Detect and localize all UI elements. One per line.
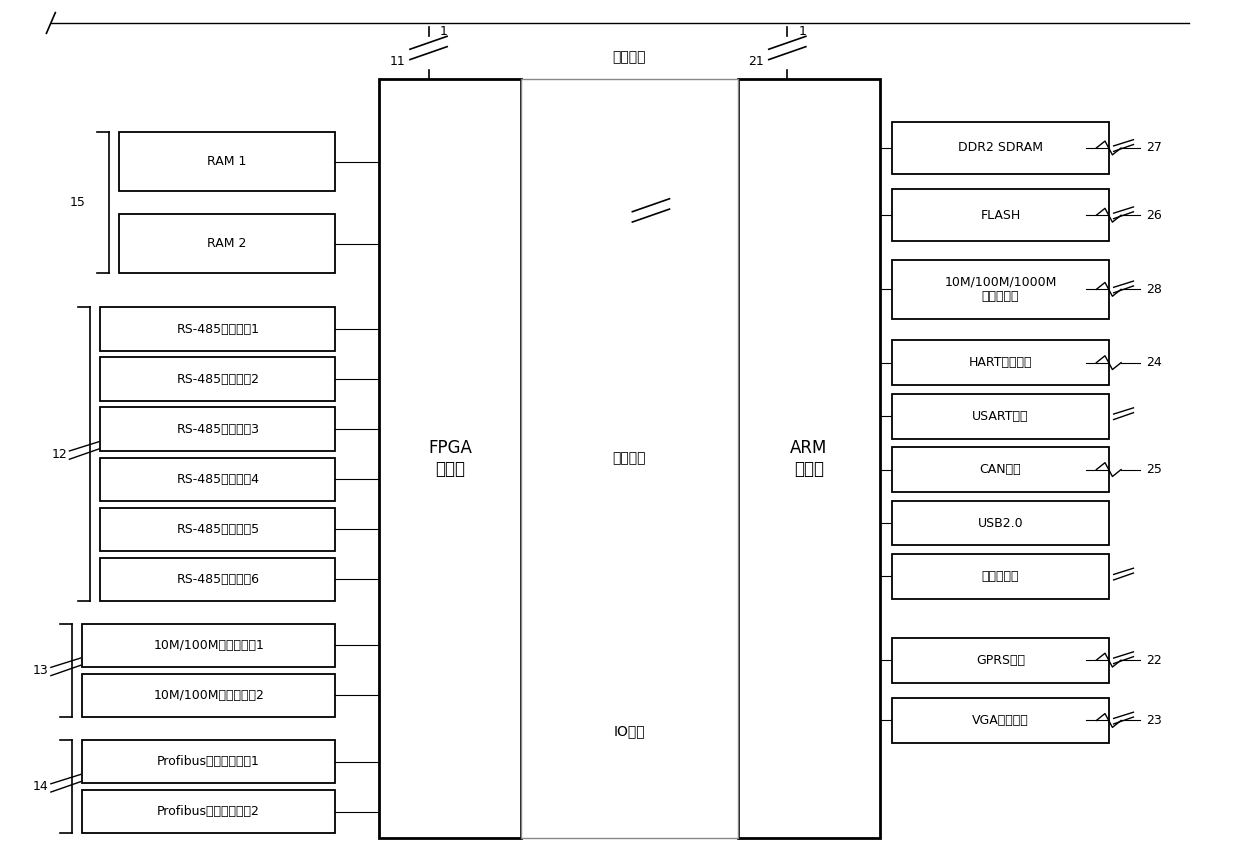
Bar bbox=[893, 340, 1109, 385]
Bar bbox=[521, 79, 738, 837]
Text: 28: 28 bbox=[1147, 283, 1162, 296]
Text: 23: 23 bbox=[1147, 714, 1162, 727]
Text: 10M/100M/1000M
自适应网口: 10M/100M/1000M 自适应网口 bbox=[944, 275, 1056, 304]
Bar bbox=[100, 407, 336, 451]
Text: 10M/100M自适应网口1: 10M/100M自适应网口1 bbox=[154, 639, 264, 652]
Bar bbox=[100, 508, 336, 551]
Text: DDR2 SDRAM: DDR2 SDRAM bbox=[959, 142, 1043, 155]
Text: GPRS接口: GPRS接口 bbox=[976, 654, 1025, 667]
Text: RS-485通讯接口4: RS-485通讯接口4 bbox=[176, 472, 259, 485]
Text: 看门狗电路: 看门狗电路 bbox=[982, 570, 1019, 583]
Text: ARM
单片机: ARM 单片机 bbox=[790, 439, 827, 477]
Bar bbox=[100, 357, 336, 400]
Text: FPGA
处理器: FPGA 处理器 bbox=[428, 439, 471, 477]
Text: IO总线: IO总线 bbox=[614, 725, 645, 739]
Text: HART通讯接口: HART通讯接口 bbox=[968, 356, 1032, 369]
Bar bbox=[82, 740, 336, 784]
Text: RS-485通讯接口5: RS-485通讯接口5 bbox=[176, 522, 259, 535]
Text: USB2.0: USB2.0 bbox=[977, 516, 1023, 529]
Text: 26: 26 bbox=[1147, 208, 1162, 221]
Bar bbox=[100, 307, 336, 350]
Text: Profibus现场总线接口1: Profibus现场总线接口1 bbox=[157, 755, 260, 768]
Text: 11: 11 bbox=[389, 55, 405, 68]
Text: 地址总线: 地址总线 bbox=[613, 452, 646, 465]
Bar bbox=[738, 79, 880, 837]
Text: RAM 1: RAM 1 bbox=[207, 155, 247, 169]
Text: RS-485通讯接口3: RS-485通讯接口3 bbox=[176, 422, 259, 436]
Text: Profibus现场总线接口2: Profibus现场总线接口2 bbox=[157, 805, 260, 818]
Text: 27: 27 bbox=[1147, 142, 1162, 155]
Bar bbox=[893, 260, 1109, 318]
Text: 14: 14 bbox=[33, 780, 48, 793]
Bar bbox=[893, 394, 1109, 439]
Bar bbox=[893, 189, 1109, 241]
Text: 数据总线: 数据总线 bbox=[613, 50, 646, 64]
Bar bbox=[893, 698, 1109, 743]
Bar bbox=[82, 674, 336, 717]
Text: 1: 1 bbox=[799, 25, 806, 38]
Text: 10M/100M自适应网口2: 10M/100M自适应网口2 bbox=[154, 689, 264, 702]
Bar bbox=[119, 215, 336, 273]
Bar bbox=[893, 447, 1109, 492]
Text: 21: 21 bbox=[749, 55, 764, 68]
Text: 1: 1 bbox=[439, 25, 448, 38]
Text: 12: 12 bbox=[52, 447, 67, 460]
Text: 22: 22 bbox=[1147, 654, 1162, 667]
Text: 25: 25 bbox=[1147, 463, 1162, 476]
Text: FLASH: FLASH bbox=[981, 208, 1021, 221]
Bar bbox=[378, 79, 521, 837]
Text: 15: 15 bbox=[71, 196, 86, 209]
Text: RAM 2: RAM 2 bbox=[207, 237, 247, 250]
Bar bbox=[893, 501, 1109, 546]
Text: RS-485通讯接口6: RS-485通讯接口6 bbox=[176, 573, 259, 586]
Bar bbox=[893, 122, 1109, 174]
Bar bbox=[119, 132, 336, 191]
Text: VGA显示接口: VGA显示接口 bbox=[972, 714, 1029, 727]
Text: RS-485通讯接口2: RS-485通讯接口2 bbox=[176, 373, 259, 386]
Bar bbox=[893, 554, 1109, 599]
Text: RS-485通讯接口1: RS-485通讯接口1 bbox=[176, 323, 259, 336]
Bar bbox=[82, 791, 336, 834]
Bar bbox=[100, 558, 336, 600]
Text: USART接口: USART接口 bbox=[972, 410, 1029, 423]
Bar bbox=[82, 624, 336, 667]
Text: 24: 24 bbox=[1147, 356, 1162, 369]
Text: CAN接口: CAN接口 bbox=[980, 463, 1022, 476]
Bar bbox=[893, 638, 1109, 682]
Text: 13: 13 bbox=[33, 664, 48, 677]
Bar bbox=[100, 458, 336, 501]
